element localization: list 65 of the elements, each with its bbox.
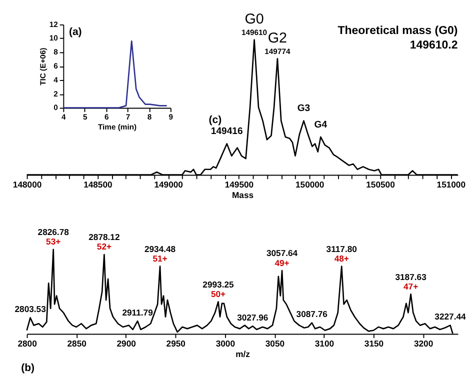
x-axis-title: m/z [236,349,250,360]
annotation: 149416 [210,126,243,138]
x-tick-label: 7 [126,112,130,122]
annotation: 51+ [152,254,168,264]
x-tick-label: 9 [168,112,174,122]
annotation: G0 [244,11,264,28]
x-tick-label: 150500 [366,180,396,190]
x-tick-label: 151000 [436,180,466,190]
x-axis-title: Time (min) [98,122,138,132]
annotation: 2911.79 [122,307,154,318]
annotation: 149610.2 [410,39,458,52]
annotation: 48+ [334,254,349,264]
annotation: 47+ [403,281,418,292]
annotation: G3 [297,103,310,114]
y-tick-label: 0 [54,103,58,112]
annotation: 52+ [96,242,112,252]
annotation: 49+ [274,258,290,268]
text: (c) [208,114,222,126]
x-tick-label: 2900 [116,338,136,349]
annotation: 3027.96 [237,312,268,322]
x-tick-label: 3050 [265,338,285,349]
x-tick-label: 8 [147,112,152,122]
annotation: 3057.64 [266,248,298,258]
x-tick-label: 3100 [314,338,334,349]
y-tick-label: 8 [54,48,59,57]
chart-title: (a) [68,26,82,38]
y-tick-label: 2 [54,89,58,98]
x-tick-label: 2850 [67,338,87,349]
x-tick-label: 2800 [18,338,38,349]
y-tick-label: 12 [49,20,58,29]
text: (b) [21,362,35,374]
y-tick-label: 10 [49,34,58,43]
annotation: 3117.80 [326,244,358,254]
annotation: 50+ [210,288,226,299]
annotation: 3087.76 [296,309,328,320]
x-tick-label: 149000 [154,180,184,190]
y-axis-title: TIC (E+06) [38,47,48,86]
y-tick-label: 6 [54,61,58,70]
annotation: 149774 [264,46,291,56]
x-tick-label: 150000 [295,180,324,190]
y-tick-label: 4 [54,75,59,84]
annotation: 3227.44 [434,312,466,322]
x-tick-label: 3150 [364,338,384,349]
x-tick-label: 4 [62,112,67,122]
x-tick-label: 3200 [414,338,434,349]
x-tick-label: 3000 [216,338,236,349]
x-tick-label: 2950 [166,338,186,349]
annotation: G2 [268,30,288,46]
annotation: 2878.12 [88,232,120,242]
annotation: 2993.25 [202,279,234,290]
x-tick-label: 148500 [84,180,113,190]
x-tick-label: 5 [82,112,88,122]
text: Theoretical mass (G0) [338,25,458,38]
annotation: G4 [314,119,328,130]
line-series [62,40,168,108]
annotation: 3187.63 [395,272,427,282]
annotation: 2934.48 [144,244,176,254]
annotation: 2826.78 [38,227,70,238]
x-tick-label: 149500 [224,180,254,190]
x-tick-label: 148000 [12,180,42,190]
annotation: 53+ [46,236,61,247]
x-axis-title: Mass [232,190,254,200]
x-tick-label: 6 [104,112,109,122]
annotation: 149610 [241,28,268,37]
annotation: 2803.53 [14,304,46,314]
